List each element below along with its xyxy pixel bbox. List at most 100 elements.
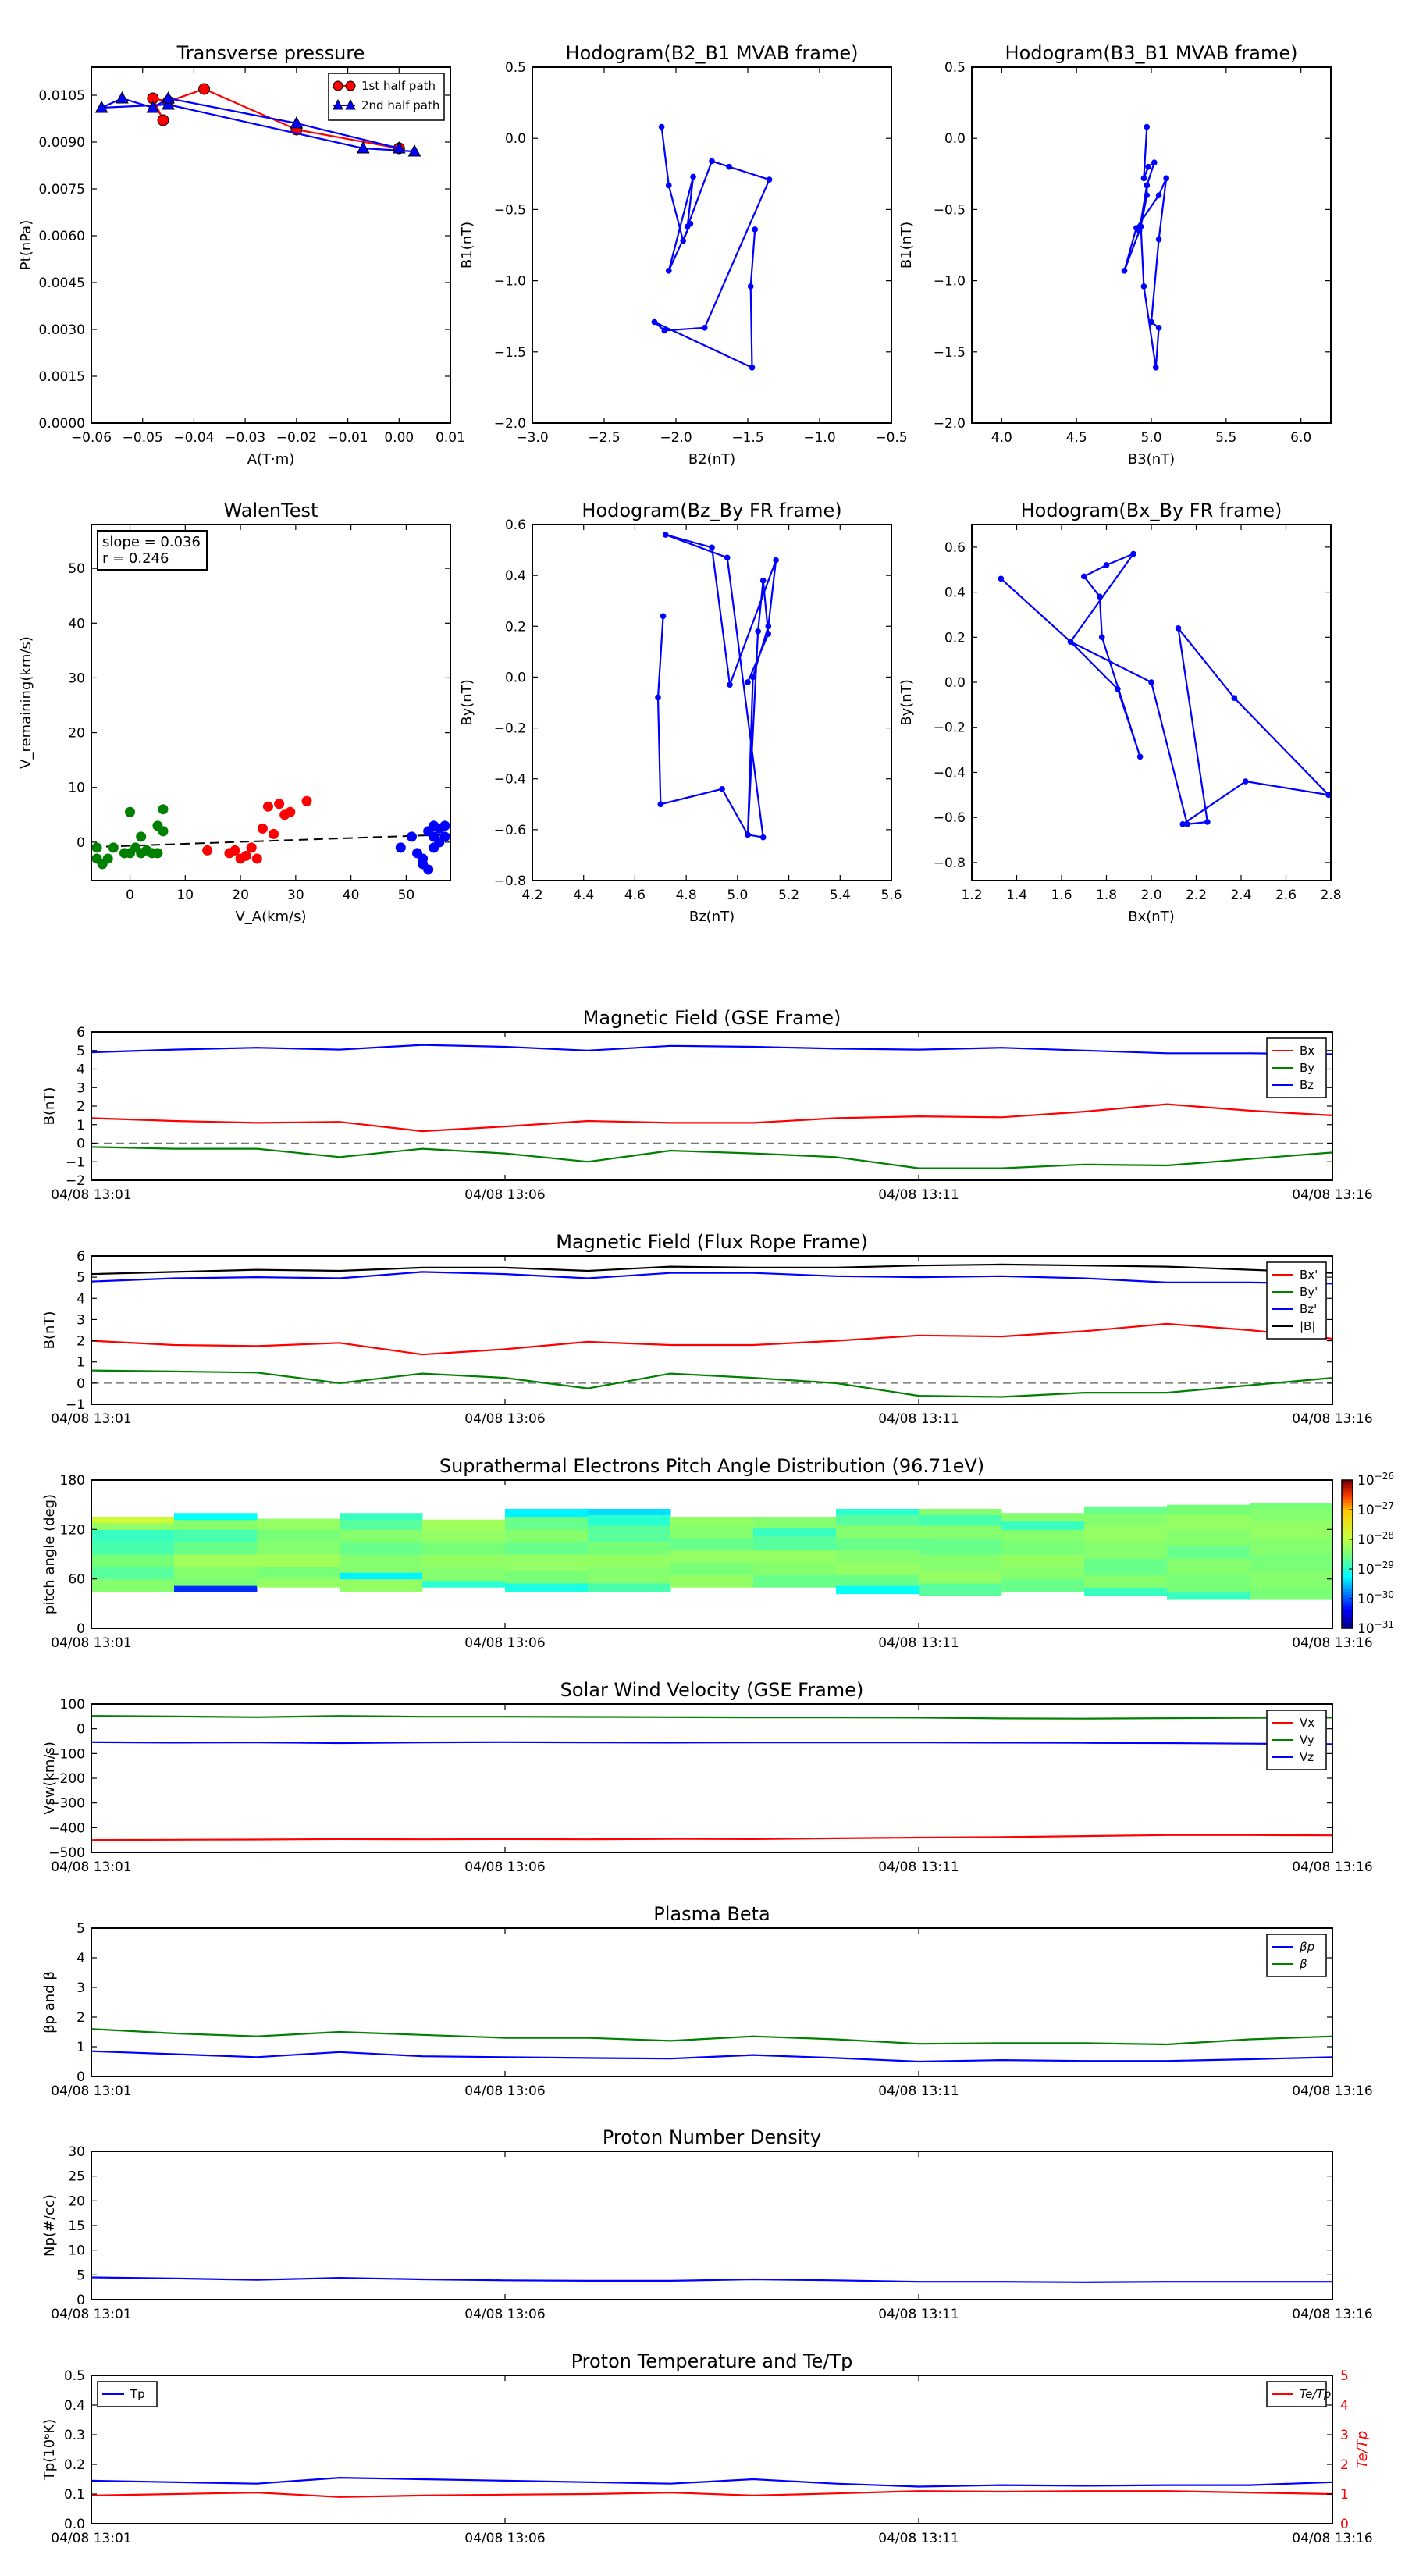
- heatmap-cell: [422, 1554, 506, 1567]
- data-point: [1144, 123, 1151, 130]
- y-tick-label: −1: [66, 1397, 85, 1413]
- plot-area: [91, 1263, 1332, 1398]
- y-tick-label: 100: [60, 1697, 85, 1713]
- heatmap-cell: [174, 1542, 258, 1555]
- heatmap-cell: [1001, 1578, 1085, 1592]
- colorbar-swatch: [1342, 1497, 1353, 1500]
- colorbar-exponent: −28: [1375, 1530, 1394, 1541]
- chart-beta: 04/08 13:01 04/08 13:06 04/08 13:11 04/08 1…: [41, 1903, 1373, 2099]
- data-point: [1204, 819, 1211, 825]
- data-point: [680, 237, 686, 244]
- y-tick-label: 5: [76, 1044, 85, 1059]
- colorbar-base: 10: [1357, 1532, 1375, 1548]
- y-axis-label: B(nT): [41, 1311, 58, 1350]
- y-axis-label: Tp(10⁶K): [41, 2419, 58, 2481]
- colorbar-swatch: [1342, 1571, 1353, 1574]
- y-tick-label: −400: [48, 1820, 85, 1836]
- y-tick-label: 0.5: [64, 2368, 85, 2384]
- legend-label: |B|: [1300, 1319, 1315, 1333]
- data-point: [1115, 685, 1121, 692]
- data-point: [1175, 624, 1182, 632]
- x-tick-label: 04/08 13:11: [878, 1187, 959, 1203]
- heatmap-cell: [1001, 1529, 1085, 1542]
- x-tick-label: 1.4: [1006, 888, 1027, 903]
- heatmap-cell: [422, 1529, 506, 1542]
- y-tick-label: 0.0075: [39, 182, 85, 197]
- data-point: [1325, 792, 1331, 799]
- axes-frame: [91, 2375, 1333, 2524]
- heatmap-cell: [670, 1537, 754, 1551]
- axes-frame: [91, 1255, 1333, 1405]
- y-axis-label: B(nT): [41, 1087, 58, 1126]
- series-line-tp: [91, 2476, 1332, 2488]
- x-tick-label: 04/08 13:01: [51, 1411, 131, 1427]
- colorbar-swatch: [1342, 1557, 1353, 1560]
- y-tick-label: −0.4: [494, 772, 526, 788]
- heatmap-cell: [1167, 1558, 1250, 1575]
- scatter-point: [285, 806, 296, 817]
- colorbar-swatch: [1342, 1504, 1353, 1508]
- data-point: [1155, 192, 1162, 198]
- scatter-point: [102, 853, 113, 864]
- heatmap-cell: [588, 1582, 671, 1592]
- chart-title: Suprathermal Electrons Pitch Angle Distr…: [439, 1455, 984, 1477]
- series-line-series-0: [656, 533, 777, 838]
- scatter-point: [439, 831, 450, 842]
- series-line-series-0: [653, 126, 771, 369]
- heatmap-cell: [1167, 1529, 1250, 1546]
- y-axis-label: By(nT): [898, 679, 915, 725]
- data-point: [1140, 175, 1147, 182]
- colorbar-swatch: [1342, 1495, 1353, 1498]
- x-tick-label: −0.5: [875, 430, 907, 446]
- heatmap-cell: [257, 1577, 340, 1588]
- colorbar-swatch: [1342, 1549, 1353, 1553]
- colorbar-swatch: [1342, 1559, 1353, 1563]
- axes-frame: [532, 66, 892, 424]
- heatmap-cell: [1084, 1506, 1168, 1514]
- y-tick-label: −2.0: [934, 416, 966, 432]
- legend: 1st half path 2nd half path: [328, 73, 445, 121]
- axes-frame: [971, 524, 1332, 881]
- x-tick-label: −1.5: [731, 430, 763, 446]
- colorbar-swatch: [1342, 1599, 1353, 1602]
- x-tick-label: 0: [126, 888, 134, 903]
- x-tick-label: 04/08 13:06: [464, 1411, 545, 1427]
- scatter-point: [246, 842, 257, 853]
- y-tick-label: 0.0: [944, 131, 966, 147]
- colorbar-swatch: [1342, 1485, 1353, 1489]
- scatter-point: [274, 799, 285, 809]
- scatter-point: [91, 853, 102, 864]
- colorbar-swatch: [1342, 1492, 1353, 1496]
- x-tick-label: −0.05: [123, 430, 163, 446]
- chart-title: Hodogram(Bz_By FR frame): [582, 500, 841, 521]
- x-tick-label: 2.6: [1275, 888, 1297, 903]
- colorbar-swatch: [1342, 1564, 1353, 1567]
- heatmap-cell: [1167, 1504, 1250, 1515]
- colorbar-tick-label: 10−31: [1357, 1619, 1394, 1637]
- y-tick-label: 0.3: [64, 2428, 85, 2443]
- y-tick-label: 0.0105: [39, 88, 85, 104]
- x-tick-label: 2.2: [1186, 888, 1207, 903]
- x-tick-label: 4.6: [624, 888, 646, 903]
- scatter-point: [240, 850, 251, 861]
- colorbar-swatch: [1342, 1618, 1353, 1622]
- y-tick-label: 2: [76, 1099, 85, 1115]
- data-point: [1067, 639, 1074, 645]
- colorbar-swatch: [1342, 1500, 1353, 1503]
- data-point: [663, 532, 669, 538]
- legend: Te/Tp: [1266, 2381, 1331, 2407]
- y-right-axis-label: Te/Tp: [1354, 2431, 1371, 2468]
- x-tick-label: 5.0: [1140, 430, 1161, 446]
- heatmap-cell: [753, 1550, 837, 1564]
- x-tick-label: 2.8: [1320, 888, 1341, 903]
- y-tick-label: 0.4: [64, 2398, 85, 2414]
- scatter-point: [423, 864, 434, 875]
- x-axis-label: A(T·m): [247, 451, 295, 468]
- y-tick-label: −0.8: [934, 856, 966, 871]
- x-tick-label: 04/08 13:16: [1292, 1859, 1372, 1875]
- data-point: [1242, 778, 1249, 785]
- colorbar-tick-label: 10−26: [1357, 1471, 1394, 1489]
- y-tick-label: −200: [48, 1771, 85, 1787]
- scatter-point: [406, 831, 417, 842]
- x-tick-label: −2.0: [660, 430, 692, 446]
